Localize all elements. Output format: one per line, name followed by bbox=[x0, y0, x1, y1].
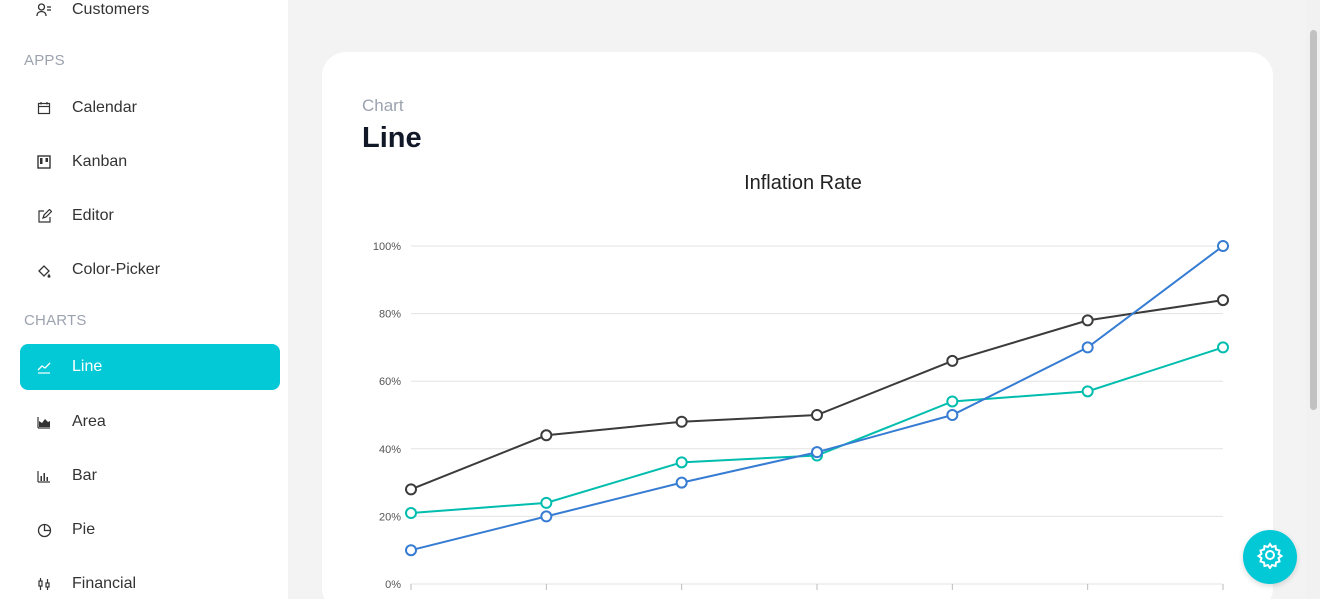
color-picker-icon bbox=[36, 262, 52, 278]
sidebar-item-color-picker[interactable]: Color-Picker bbox=[20, 247, 280, 293]
data-point bbox=[811, 409, 823, 421]
y-tick-label: 0% bbox=[385, 579, 401, 591]
settings-button[interactable] bbox=[1243, 530, 1297, 584]
sidebar: Customers APPS Calendar Kanban Editor Co… bbox=[0, 0, 288, 599]
data-point bbox=[946, 395, 959, 408]
sidebar-item-line[interactable]: Line bbox=[20, 344, 280, 390]
sidebar-item-label: Customers bbox=[72, 1, 150, 18]
y-tick-label: 40% bbox=[379, 444, 401, 456]
sidebar-item-label: Pie bbox=[72, 521, 96, 538]
sidebar-item-label: Calendar bbox=[72, 99, 137, 116]
sidebar-item-label: Editor bbox=[72, 207, 114, 224]
data-point bbox=[1217, 341, 1229, 354]
data-point bbox=[811, 446, 823, 459]
y-tick-label: 20% bbox=[379, 511, 401, 523]
sidebar-item-label: Color-Picker bbox=[72, 261, 161, 278]
data-point bbox=[1081, 314, 1094, 327]
sidebar-item-pie[interactable]: Pie bbox=[20, 507, 280, 553]
line-chart: Inflation Rate 0% 20% 40% 60% 80% 100% bbox=[373, 172, 1229, 591]
data-point bbox=[1081, 385, 1094, 398]
sidebar-item-label: Bar bbox=[72, 467, 97, 484]
page-category: Chart bbox=[362, 96, 404, 115]
page-title: Line bbox=[362, 122, 422, 154]
y-tick-label: 100% bbox=[373, 241, 401, 253]
y-tick-label: 80% bbox=[379, 309, 401, 321]
kanban-icon bbox=[36, 154, 52, 170]
sidebar-item-area[interactable]: Area bbox=[20, 399, 280, 445]
scrollbar[interactable] bbox=[1306, 0, 1320, 599]
sidebar-item-label: Financial bbox=[72, 575, 137, 592]
customers-icon bbox=[36, 2, 52, 18]
sidebar-item-customers[interactable]: Customers bbox=[20, 0, 280, 33]
financial-icon bbox=[36, 576, 52, 592]
data-point bbox=[1217, 240, 1229, 252]
section-label-charts: CHARTS bbox=[24, 312, 87, 329]
sidebar-item-label: Area bbox=[72, 413, 106, 430]
editor-icon bbox=[36, 208, 52, 224]
data-point bbox=[405, 483, 417, 496]
pie-chart-icon bbox=[36, 522, 52, 538]
data-point bbox=[405, 507, 417, 520]
series-line-1 bbox=[410, 346, 1224, 515]
sidebar-item-calendar[interactable]: Calendar bbox=[20, 85, 280, 131]
data-point bbox=[946, 354, 959, 367]
data-point bbox=[675, 456, 688, 469]
sidebar-item-kanban[interactable]: Kanban bbox=[20, 139, 280, 185]
gear-icon bbox=[1256, 541, 1284, 574]
data-point bbox=[540, 429, 553, 442]
data-point bbox=[540, 496, 553, 509]
y-tick-label: 60% bbox=[379, 376, 401, 388]
data-point bbox=[946, 409, 959, 421]
scrollbar-thumb[interactable] bbox=[1310, 30, 1317, 410]
data-point bbox=[1081, 341, 1094, 354]
section-label-apps: APPS bbox=[24, 52, 65, 69]
sidebar-item-label: Line bbox=[72, 358, 103, 375]
data-point bbox=[405, 544, 417, 557]
line-chart-icon bbox=[36, 359, 52, 375]
data-point bbox=[675, 415, 688, 428]
sidebar-item-editor[interactable]: Editor bbox=[20, 193, 280, 239]
bar-chart-icon bbox=[36, 468, 52, 484]
sidebar-item-financial[interactable]: Financial bbox=[20, 561, 280, 599]
area-chart-icon bbox=[36, 414, 52, 430]
chart-title: Inflation Rate bbox=[744, 172, 862, 194]
sidebar-item-label: Kanban bbox=[72, 153, 128, 170]
sidebar-item-bar[interactable]: Bar bbox=[20, 453, 280, 499]
calendar-icon bbox=[36, 100, 52, 116]
data-point bbox=[675, 476, 688, 489]
data-point bbox=[540, 510, 553, 523]
data-point bbox=[1217, 294, 1229, 307]
